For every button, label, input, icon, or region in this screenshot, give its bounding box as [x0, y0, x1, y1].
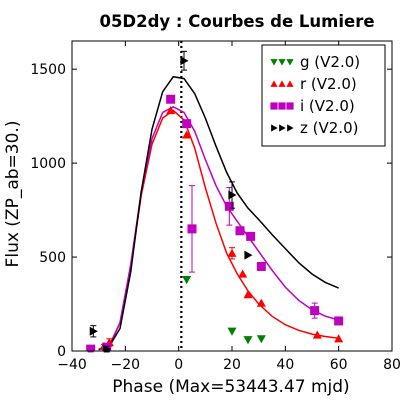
data-point-1-9	[312, 330, 322, 339]
legend-marker-0-0	[270, 59, 278, 66]
data-point-0-3	[243, 336, 253, 345]
y-axis-label: Flux (ZP_ab=30.)	[3, 121, 23, 268]
data-point-2-4	[187, 224, 197, 234]
legend-marker-3-1	[279, 124, 286, 132]
legend-marker-2-2	[286, 102, 294, 110]
model-curve-3	[98, 75, 339, 351]
chart-title: 05D2dy : Courbes de Lumiere	[99, 12, 374, 31]
x-tick-label-0: −40	[57, 357, 87, 373]
legend-label-0: g (V2.0)	[300, 53, 360, 71]
x-tick-label-6: 80	[383, 357, 400, 373]
legend-marker-1-0	[270, 80, 278, 87]
x-tick-label-4: 40	[276, 357, 294, 373]
data-point-1-6	[238, 269, 248, 278]
data-point-2-6	[235, 226, 245, 236]
data-point-2-10	[334, 316, 344, 326]
legend-label-1: r (V2.0)	[300, 75, 357, 93]
data-point-1-7	[243, 290, 253, 299]
legend-marker-0-2	[286, 59, 294, 66]
x-tick-label-3: 20	[223, 357, 241, 373]
data-point-0-4	[256, 335, 266, 344]
legend-marker-1-1	[278, 80, 286, 87]
legend: g (V2.0) r (V2.0) i (V2.0) z (V2.0)	[261, 44, 386, 147]
data-point-2-9	[310, 306, 320, 316]
legend-marker-2-0	[270, 102, 278, 110]
y-tick-label-0: 0	[57, 344, 66, 360]
data-point-2-0	[86, 344, 96, 351]
data-point-1-8	[256, 298, 266, 307]
data-point-2-8	[256, 261, 266, 271]
legend-marker-0-1	[278, 59, 286, 66]
y-tick-label-1: 500	[39, 250, 66, 266]
data-point-2-3	[182, 119, 192, 129]
data-point-1-5	[227, 248, 237, 257]
x-tick-label-1: −20	[111, 357, 141, 373]
legend-marker-3-0	[271, 124, 278, 132]
data-point-3-2	[180, 56, 189, 66]
data-point-1-4	[182, 130, 192, 139]
x-axis-label: Phase (Max=53443.47 mjd)	[112, 377, 349, 397]
legend-marker-1-2	[286, 80, 294, 87]
data-point-3-3	[228, 190, 237, 200]
data-point-3-4	[244, 250, 253, 260]
legend-label-3: z (V2.0)	[300, 119, 358, 137]
y-tick-label-3: 1500	[30, 62, 66, 78]
legend-marker-2-1	[278, 102, 286, 110]
data-point-1-10	[334, 334, 344, 343]
legend-label-2: i (V2.0)	[300, 97, 355, 115]
data-point-2-7	[246, 231, 256, 241]
y-tick-label-2: 1000	[30, 156, 66, 172]
x-tick-label-5: 60	[330, 357, 348, 373]
legend-marker-3-2	[287, 124, 294, 132]
data-point-3-1	[103, 344, 112, 351]
data-point-2-2	[166, 94, 176, 104]
x-tick-label-2: 0	[174, 357, 183, 373]
data-point-0-2	[227, 327, 237, 336]
data-point-1-3	[166, 106, 176, 115]
data-point-0-1	[182, 276, 192, 285]
data-point-3-0	[89, 326, 98, 336]
